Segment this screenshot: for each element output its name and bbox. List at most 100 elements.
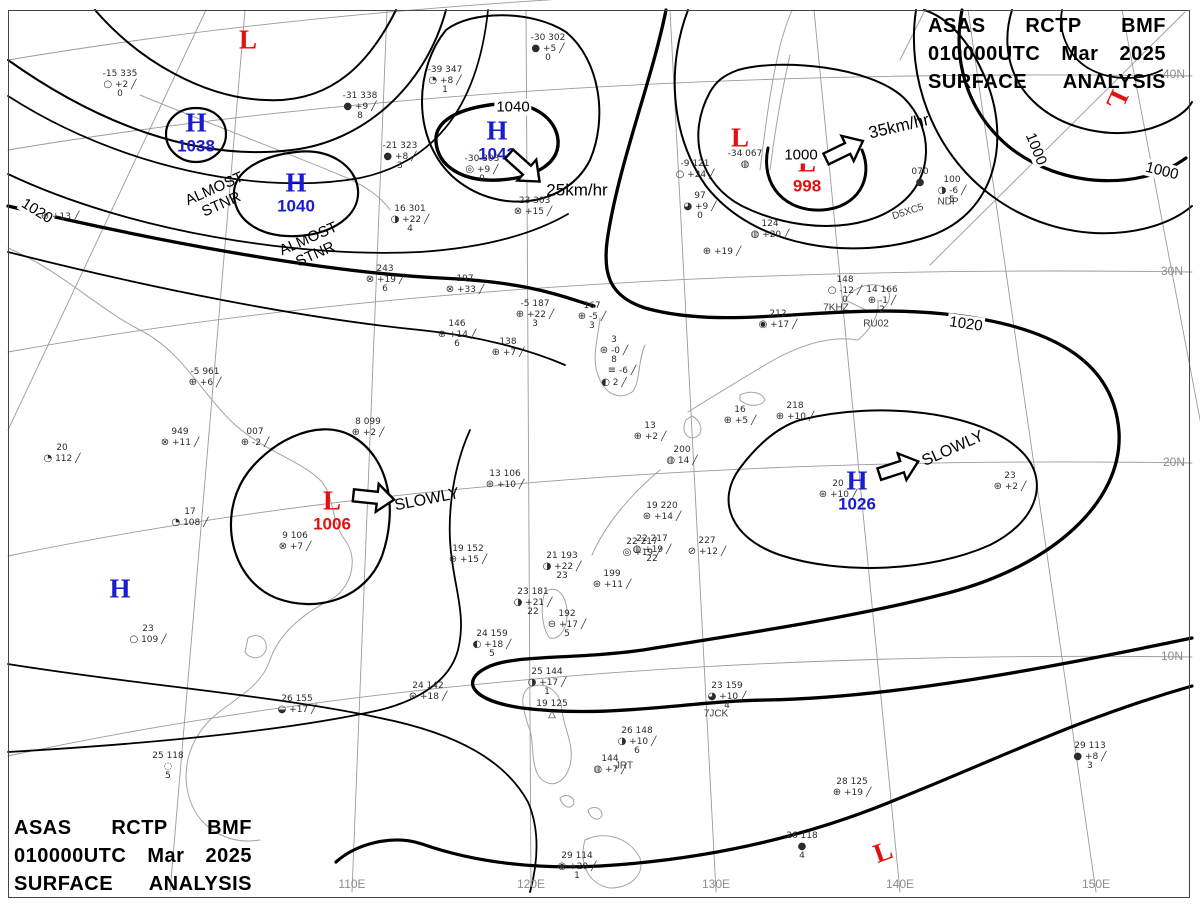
movement-arrow-icon [493, 140, 553, 200]
station-bottom-value: 6 [382, 284, 388, 294]
station-top-values: 13 106 [489, 469, 521, 479]
station-bottom-value: 0 [545, 53, 551, 63]
station-circle-icon: ◔ [171, 516, 181, 528]
station-circle-icon: ⊖ [547, 618, 557, 630]
station-top-values: -15 335 [102, 69, 138, 79]
station-top-values: 9 106 [282, 531, 308, 541]
station-top-values: 29 113 [1074, 741, 1106, 751]
high-symbol: H [185, 107, 207, 138]
station-circle-icon: ⊕ [491, 346, 500, 358]
station-plot: 144 ◍ +7 ╱ [593, 754, 626, 775]
station-circle-icon: ◉ [557, 860, 567, 872]
station-circle-icon: △ [548, 708, 556, 720]
title-line-2: 010000UTC Mar 2025 [14, 845, 252, 867]
motion-label: 35km/hr [866, 110, 931, 143]
station-bottom-value: 5 [949, 195, 955, 205]
movement-arrow-icon [349, 478, 399, 522]
station-symbol-row: ⊕ +6 ╱ [188, 376, 222, 388]
pressure-value: 1040 [277, 196, 315, 216]
station-bottom-value: 5 [489, 649, 495, 659]
station-id-label: RU02 [863, 318, 889, 330]
station-top-values: -5 961 [190, 367, 220, 377]
station-plot: 20 ◔ 112 ╱ [43, 443, 81, 464]
high-symbol: H [846, 465, 868, 496]
station-circle-icon: ◒ [277, 703, 287, 715]
station-symbol-row: ⊕ +22 ╱ [515, 308, 555, 320]
station-symbol-row: ◍ [728, 159, 763, 171]
chart-title-top-right: ASAS RCTP BMF 010000UTC Mar 2025 SURFACE… [928, 12, 1166, 96]
map-frame [8, 10, 1190, 898]
station-plot: -5 961 ⊕ +6 ╱ [188, 367, 222, 388]
station-symbol-row: ◑ +22 ╱ [390, 213, 430, 225]
station-symbol-row: ⊖ +17 ╱ [547, 618, 587, 630]
station-top-values: 218 [786, 401, 804, 411]
longitude-label: 110E [338, 877, 366, 891]
station-symbol-row: ◔ +8 ╱ [428, 74, 462, 86]
station-symbol-row: ◑ +22 ╱ [542, 560, 582, 572]
station-circle-icon: ⊛ [599, 344, 609, 356]
latitude-label: 20N [1162, 455, 1186, 469]
station-symbol-row: ⊛ +10 ╱ [485, 478, 525, 490]
station-top-values: 197 [456, 274, 474, 284]
station-id-label: 7JCK [703, 708, 729, 720]
station-top-values: 100 [943, 175, 961, 185]
station-top-values: 16 301 [394, 204, 426, 214]
station-top-values: 167 [583, 301, 601, 311]
station-top-values: 20 [56, 443, 68, 453]
station-plot: 24 159 ◐ +18 ╱ 5 [473, 629, 512, 660]
station-plot: 192 ⊖ +17 ╱ 5 [547, 609, 587, 640]
title-line-3: SURFACE ANALYSIS [14, 873, 252, 895]
low-pressure-center: L [239, 26, 257, 54]
station-plot: 28 125 ⊕ +19 ╱ [833, 777, 872, 798]
station-top-values: 17 [184, 507, 196, 517]
isobar-value-label: 1040 [494, 98, 532, 116]
station-plot: 167 ⊕ -5 ╱ 3 [578, 301, 607, 332]
title-line-1: ASAS RCTP BMF [14, 817, 252, 839]
motion-label: ALMOST STNR [182, 168, 246, 220]
station-circle-icon: ⊘ [687, 545, 697, 557]
pressure-value: 1038 [177, 136, 215, 156]
station-circle-icon: ◍ [632, 543, 642, 555]
station-symbol-row: ● +9 ╱ [343, 100, 377, 112]
station-circle-icon: ⊗ [160, 436, 170, 448]
station-circle-icon: ● [531, 42, 541, 54]
station-top-values: 16 [734, 405, 746, 415]
station-circle-icon: ◐ [601, 377, 610, 388]
station-circle-icon: ○ [103, 78, 113, 90]
station-top-values: 23 181 [517, 587, 549, 597]
station-symbol-row: ● +5 ╱ [531, 42, 565, 54]
station-top-values: 138 [499, 337, 517, 347]
station-top-values: 227 [698, 536, 716, 546]
station-symbol-row: ◑ +21 ╱ [513, 596, 553, 608]
station-symbol-row: ⊛ +11 ╱ [592, 578, 632, 590]
station-bottom-value: 6 [634, 746, 640, 756]
station-bottom-value: 0 [842, 295, 848, 305]
station-bottom-value: 4 [724, 701, 730, 711]
station-symbol-row: ◔ 112 ╱ [43, 452, 81, 464]
station-top-values: 19 152 [452, 544, 484, 554]
latitude-label: 30N [1160, 264, 1184, 278]
station-circle-icon: ◑ [542, 560, 552, 572]
station-plot: 23 181 ◑ +21 ╱ 22 [513, 587, 553, 618]
latitude-label: 10N [1160, 649, 1184, 663]
station-symbol-row: ⊛ -0 ╱ [599, 344, 629, 356]
station-top-values: -31 338 [342, 91, 378, 101]
motion-label: ALMOST STNR [276, 218, 340, 270]
station-plot: -5 187 ⊕ +22 ╱ 3 [515, 299, 555, 330]
station-circle-icon: ⊕ [448, 553, 458, 565]
title-line-2: 010000UTC Mar 2025 [928, 43, 1166, 65]
station-top-values: 26 148 [621, 726, 653, 736]
movement-arrow-icon [872, 444, 928, 495]
station-symbol-row: ○ -12 ╱ [827, 284, 863, 296]
station-symbol-row: ⊕ +2 ╱ [633, 430, 667, 442]
low-pressure-center: L 1006 [313, 487, 351, 533]
isobar-value-label: 1000 [782, 146, 820, 164]
station-plot: 148 ○ -12 ╱ 0 [827, 275, 863, 306]
station-circle-icon: ○ [129, 633, 139, 645]
station-symbol-row: ⊕ +2 ╱ [351, 426, 385, 438]
station-plot: 19 220 ⊛ +14 ╱ [643, 501, 682, 522]
station-plot: 124 ◍ +20 ╱ [751, 219, 790, 240]
station-plot: 138 ⊕ +7 ╱ [491, 337, 525, 358]
station-bottom-value: 3 [532, 319, 538, 329]
